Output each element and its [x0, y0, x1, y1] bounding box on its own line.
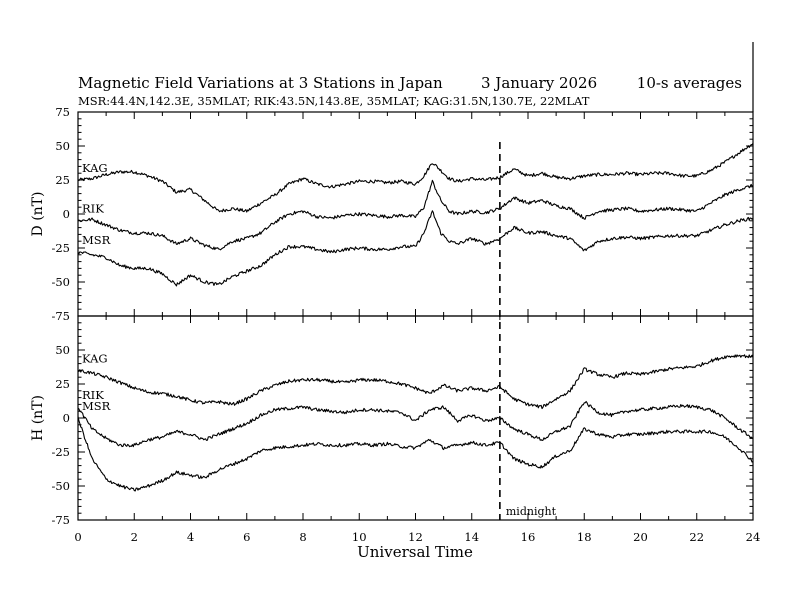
x-axis-label: Universal Time	[357, 543, 473, 561]
d-msr-trace	[77, 210, 754, 287]
y-tick-label: 0	[63, 207, 70, 221]
x-tick-label: 10	[352, 530, 367, 544]
midnight-label: midnight	[506, 505, 557, 518]
chart-date: 3 January 2026	[481, 74, 597, 92]
y-tick-label: 25	[55, 377, 70, 391]
x-tick-label: 6	[243, 530, 250, 544]
y-tick-label: -50	[51, 479, 70, 493]
h-panel-frame	[77, 315, 754, 521]
y-tick-label: 50	[55, 343, 70, 357]
h-rik-trace	[77, 400, 754, 448]
y-tick-label: 25	[55, 173, 70, 187]
x-tick-label: 2	[131, 530, 138, 544]
x-tick-label: 0	[74, 530, 81, 544]
data-series	[77, 142, 754, 492]
y-tick-label: 50	[55, 139, 70, 153]
x-tick-label: 4	[187, 530, 194, 544]
d-panel-frame	[77, 111, 754, 317]
h-axis-label: H (nT)	[30, 395, 46, 441]
d-axis-label: D (nT)	[30, 192, 46, 237]
y-tick-label: -25	[51, 445, 70, 459]
x-tick-label: 18	[577, 530, 592, 544]
d-kag-trace	[77, 142, 754, 213]
h-msr-label: MSR	[82, 399, 111, 413]
y-tick-label: -75	[51, 309, 70, 323]
d-msr-label: MSR	[82, 233, 111, 247]
x-tick-label: 14	[464, 530, 479, 544]
x-tick-label: 24	[746, 530, 761, 544]
d-rik-trace	[77, 179, 754, 251]
y-tick-label: -25	[51, 241, 70, 255]
axis-ticks	[77, 111, 754, 521]
x-tick-label: 8	[299, 530, 306, 544]
h-kag-trace	[77, 354, 754, 410]
x-tick-label: 12	[408, 530, 423, 544]
y-tick-label: -50	[51, 275, 70, 289]
station-coordinates: MSR:44.4N,142.3E, 35MLAT; RIK:43.5N,143.…	[78, 94, 590, 108]
y-tick-label: 75	[55, 105, 70, 119]
chart-title: Magnetic Field Variations at 3 Stations …	[78, 74, 443, 92]
chart-averaging: 10-s averages	[637, 74, 742, 92]
x-tick-label: 20	[633, 530, 648, 544]
h-rik-label: RIK	[82, 388, 104, 402]
y-tick-label: -75	[51, 513, 70, 527]
y-tick-label: 0	[63, 411, 70, 425]
d-rik-label: RIK	[82, 202, 104, 216]
h-msr-trace	[77, 416, 754, 492]
d-kag-label: KAG	[82, 161, 108, 175]
x-tick-label: 16	[521, 530, 536, 544]
x-tick-label: 22	[689, 530, 704, 544]
h-kag-label: KAG	[82, 351, 108, 365]
